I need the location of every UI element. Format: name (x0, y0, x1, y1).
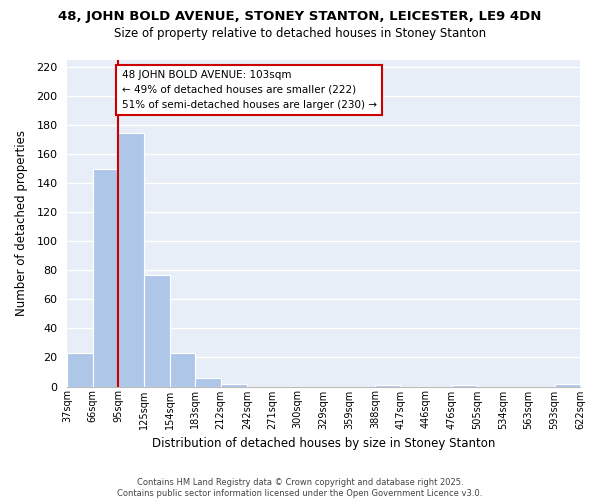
X-axis label: Distribution of detached houses by size in Stoney Stanton: Distribution of detached houses by size … (152, 437, 496, 450)
Bar (118, 132, 145, 386)
Bar (554, 384, 580, 386)
Bar (145, 275, 170, 386)
Bar (452, 385, 478, 386)
Bar (93, 169, 118, 386)
Text: Contains HM Land Registry data © Crown copyright and database right 2025.
Contai: Contains HM Land Registry data © Crown c… (118, 478, 482, 498)
Bar (195, 378, 221, 386)
Bar (170, 353, 195, 386)
Text: 48, JOHN BOLD AVENUE, STONEY STANTON, LEICESTER, LE9 4DN: 48, JOHN BOLD AVENUE, STONEY STANTON, LE… (58, 10, 542, 23)
Bar (375, 385, 400, 386)
Bar (67, 353, 93, 386)
Text: Size of property relative to detached houses in Stoney Stanton: Size of property relative to detached ho… (114, 28, 486, 40)
Text: 48 JOHN BOLD AVENUE: 103sqm
← 49% of detached houses are smaller (222)
51% of se: 48 JOHN BOLD AVENUE: 103sqm ← 49% of det… (122, 70, 377, 110)
Y-axis label: Number of detached properties: Number of detached properties (15, 130, 28, 316)
Bar (221, 384, 247, 386)
